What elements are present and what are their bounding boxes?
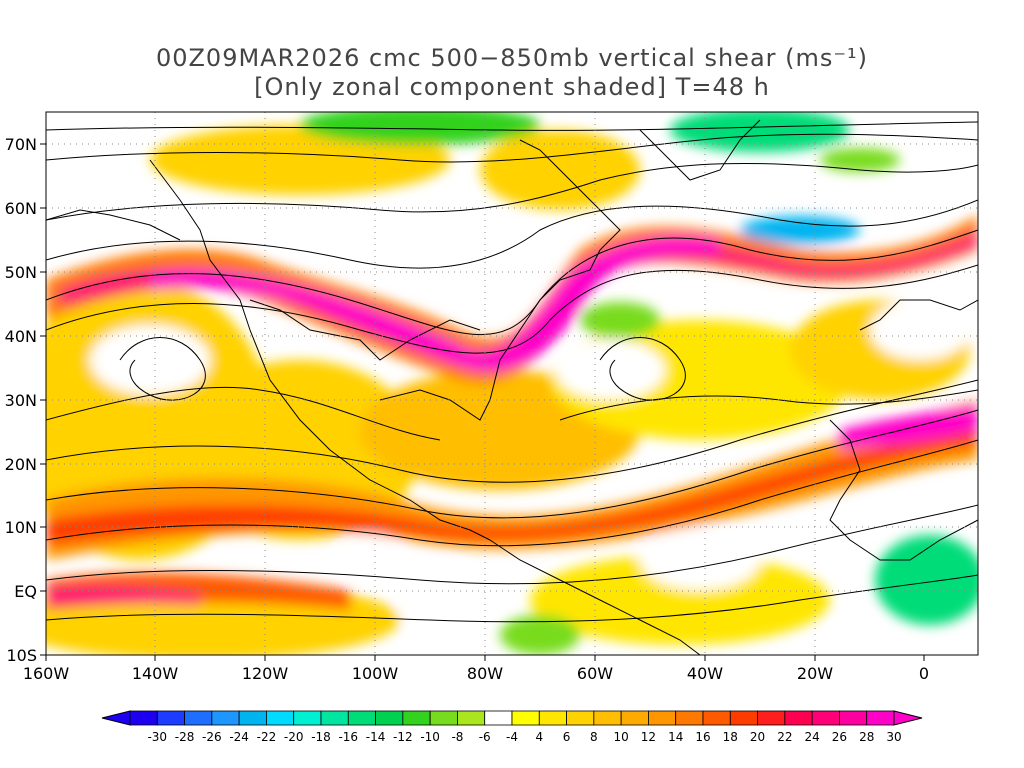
streamlines	[46, 121, 978, 623]
colorbar-box	[457, 710, 486, 726]
chart-title-line2: [Only zonal component shaded] T=48 h	[254, 73, 770, 101]
colorbar-label: -6	[479, 730, 491, 744]
colorbar-box	[784, 710, 813, 726]
colorbar-label: 4	[535, 730, 543, 744]
colorbar-label: 6	[563, 730, 571, 744]
lat-label: 40N	[5, 327, 37, 346]
axis-ticks	[40, 143, 925, 661]
lon-label: 20W	[797, 664, 833, 683]
colorbar-label: -16	[338, 730, 358, 744]
coastlines	[46, 119, 978, 655]
colorbar-box	[402, 710, 431, 726]
shear-shading	[46, 112, 978, 655]
colorbar-label: -18	[311, 730, 331, 744]
colorbar-label: -22	[257, 730, 277, 744]
colorbar-box	[156, 710, 185, 726]
colorbar-box	[702, 710, 731, 726]
colorbar-label: 28	[859, 730, 874, 744]
colorbar-box	[593, 710, 622, 726]
colorbar-box	[266, 710, 295, 726]
colorbar-label: -14	[366, 730, 386, 744]
colorbar-label: 30	[886, 730, 901, 744]
lat-label: 70N	[5, 135, 37, 154]
colorbar-label: 12	[641, 730, 656, 744]
colorbar-label: -24	[229, 730, 249, 744]
colorbar: -30 -28 -26 -24 -22 -20 -18 -16 -14 -12 -10 -8 -6 -4 4…	[101, 710, 923, 744]
colorbar-label: 20	[750, 730, 765, 744]
colorbar-box	[648, 710, 677, 726]
lon-label: 160W	[23, 664, 70, 683]
colorbar-box	[129, 710, 158, 726]
lon-label: 60W	[577, 664, 613, 683]
colorbar-label: -28	[175, 730, 195, 744]
colorbar-box	[211, 710, 240, 726]
gridlines	[46, 112, 978, 655]
lat-labels: 70N 60N 50N 40N 30N 20N 10N EQ 10S	[5, 135, 37, 665]
lon-label: 100W	[352, 664, 399, 683]
colorbar-label: 14	[668, 730, 683, 744]
colorbar-box	[429, 710, 458, 726]
colorbar-label: 16	[695, 730, 710, 744]
colorbar-left-arrow	[101, 710, 131, 726]
lat-label: 10S	[6, 646, 37, 665]
colorbar-box	[320, 710, 349, 726]
colorbar-box	[293, 710, 322, 726]
plot-frame	[45, 111, 979, 656]
colorbar-box	[620, 710, 649, 726]
colorbar-label: 10	[614, 730, 629, 744]
colorbar-box	[757, 710, 786, 726]
lat-label: 60N	[5, 199, 37, 218]
colorbar-box	[866, 710, 895, 726]
lat-label: 30N	[5, 391, 37, 410]
colorbar-box	[511, 710, 540, 726]
lat-label: 50N	[5, 263, 37, 282]
colorbar-box	[238, 710, 267, 726]
lon-label: 120W	[242, 664, 289, 683]
chart-title-line1: 00Z09MAR2026 cmc 500−850mb vertical shea…	[155, 44, 869, 72]
colorbar-label: -8	[451, 730, 463, 744]
colorbar-box	[729, 710, 758, 726]
colorbar-box	[347, 710, 376, 726]
colorbar-label: -20	[284, 730, 304, 744]
lon-label: 0	[919, 664, 929, 683]
colorbar-box	[375, 710, 404, 726]
colorbar-box	[538, 710, 567, 726]
colorbar-label: -4	[506, 730, 518, 744]
lat-label: EQ	[14, 582, 37, 601]
colorbar-right-arrow	[893, 710, 923, 726]
colorbar-label: 26	[832, 730, 847, 744]
colorbar-box	[675, 710, 704, 726]
colorbar-label: -12	[393, 730, 413, 744]
lat-label: 20N	[5, 455, 37, 474]
colorbar-label: -10	[420, 730, 440, 744]
lon-label: 140W	[132, 664, 179, 683]
colorbar-box	[184, 710, 213, 726]
lon-label: 40W	[687, 664, 723, 683]
lon-labels: 160W 140W 120W 100W 80W 60W 40W 20W 0	[23, 664, 929, 683]
colorbar-label: 24	[805, 730, 820, 744]
colorbar-box	[484, 710, 513, 726]
colorbar-box	[566, 710, 595, 726]
colorbar-label: -30	[147, 730, 167, 744]
colorbar-box	[811, 710, 840, 726]
colorbar-label: -26	[202, 730, 222, 744]
lon-label: 80W	[467, 664, 503, 683]
colorbar-box	[839, 710, 868, 726]
colorbar-label: 18	[723, 730, 738, 744]
colorbar-label: 22	[777, 730, 792, 744]
colorbar-label: 8	[590, 730, 598, 744]
lat-label: 10N	[5, 518, 37, 537]
